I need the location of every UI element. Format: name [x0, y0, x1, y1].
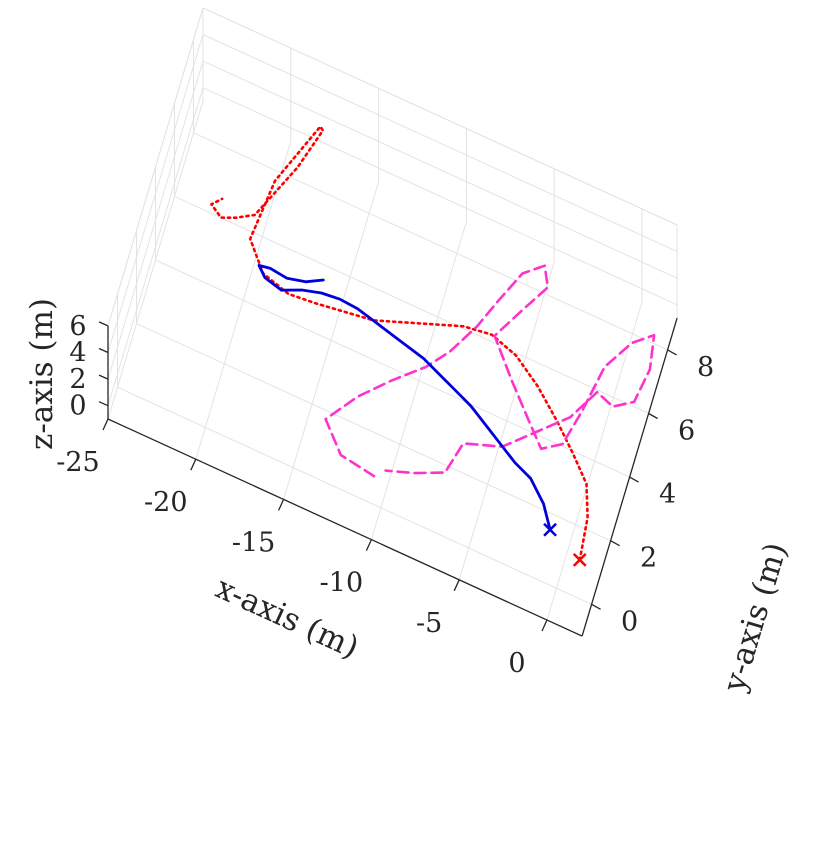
series-1-end-marker [572, 552, 587, 567]
side-wall-grid-z [107, 60, 204, 380]
x-axis-line [107, 418, 583, 637]
y-tick-mark [667, 349, 677, 356]
z-tick-mark [98, 347, 109, 354]
back-wall-grid-z [202, 87, 678, 306]
z-axis-label: z-axis (m) [24, 298, 60, 450]
x-tick-label: -25 [56, 447, 99, 478]
floor-grid-y [117, 386, 592, 605]
x-tick-label: -20 [144, 487, 187, 518]
x-tick-mark [541, 619, 548, 632]
y-axis-line [581, 317, 678, 637]
floor-grid-y [136, 323, 611, 542]
axis-labels: x-axis (m) y-axis (m) z-axis (m) [24, 298, 795, 697]
grid-lines [107, 7, 678, 621]
z-tick-mark [98, 321, 109, 327]
back-wall-grid-z [202, 60, 678, 279]
box-edge [202, 7, 678, 226]
z-tick-label: 4 [69, 338, 86, 369]
y-axis-label: y-axis (m) [716, 539, 795, 697]
y-tick-mark [591, 603, 601, 610]
y-tick-label: 8 [697, 352, 714, 383]
floor-grid-y [155, 259, 630, 478]
y-tick-mark [629, 476, 639, 483]
z-tick-mark [98, 374, 109, 380]
x-tick-label: -5 [416, 608, 442, 639]
series-3-end-marker [543, 522, 557, 537]
series-3-line [257, 264, 552, 532]
floor-grid-y [193, 132, 668, 351]
floor-grid-y [174, 195, 649, 414]
y-tick-label: 6 [678, 416, 695, 447]
y-tick-mark [648, 412, 658, 420]
trajectory-series [210, 125, 656, 567]
series-1-line [210, 125, 589, 562]
back-wall-grid-z [202, 34, 678, 253]
y-tick-label: 2 [640, 543, 657, 574]
x-tick-mark [453, 579, 460, 592]
z-tick-label: 6 [69, 311, 86, 342]
x-tick-label: -10 [320, 568, 363, 599]
side-wall-grid-z [107, 34, 204, 353]
y-tick-mark [610, 540, 620, 547]
x-tick-label: -15 [232, 527, 275, 558]
y-tick-label: 4 [659, 479, 676, 510]
x-tick-mark [190, 458, 197, 471]
axes [98, 317, 678, 637]
x-tick-mark [278, 499, 285, 511]
z-tick-label: 0 [69, 391, 86, 422]
y-tick-label: 0 [621, 606, 638, 637]
box-edge [107, 7, 204, 327]
z-tick-mark [98, 401, 109, 407]
side-wall-grid-z [107, 87, 204, 406]
z-tick-label: 2 [69, 364, 86, 395]
x-tick-label: 0 [508, 648, 525, 679]
x-tick-mark [102, 418, 109, 431]
x-tick-mark [365, 539, 372, 551]
series-2-line [324, 264, 656, 478]
